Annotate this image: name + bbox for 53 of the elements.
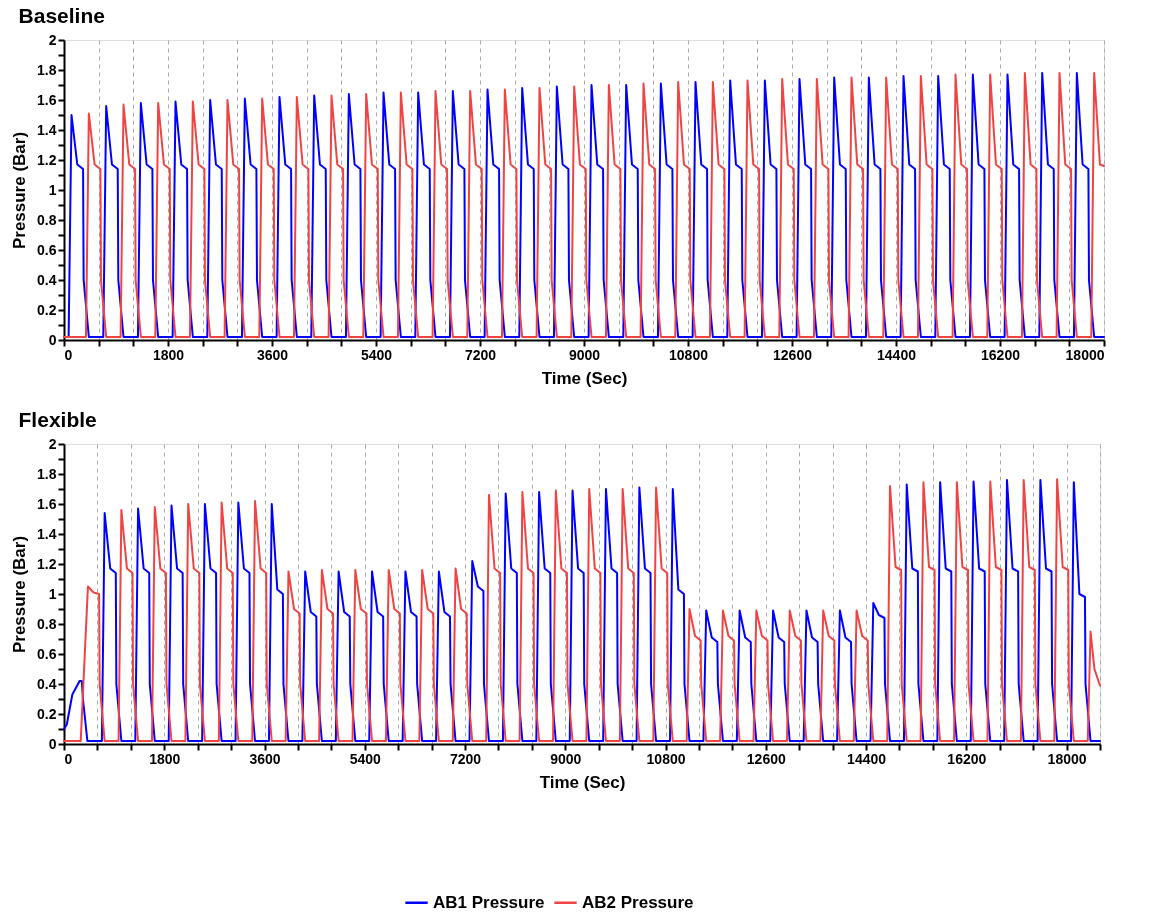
y-tick-label: 0.8 — [37, 615, 57, 632]
x-tick-label: 18000 — [1047, 750, 1087, 767]
y-tick-label: 0.4 — [37, 675, 57, 692]
x-tick-label: 9000 — [550, 750, 582, 767]
x-axis-title: Time (Sec) — [539, 772, 626, 792]
y-tick-label: 1.8 — [37, 465, 57, 482]
y-axis-title: Pressure (Bar) — [10, 131, 30, 250]
y-axis-title: Pressure (Bar) — [10, 535, 30, 654]
y-tick-label: 2 — [48, 31, 57, 48]
x-tick-label: 5400 — [360, 346, 393, 363]
x-tick-label: 3600 — [256, 346, 289, 363]
y-tick-label: 0 — [48, 331, 57, 348]
y-tick-label: 1.2 — [37, 555, 57, 572]
x-tick-label: 1800 — [149, 750, 181, 767]
x-tick-label: 16200 — [947, 750, 987, 767]
y-tick-label: 1 — [48, 181, 57, 198]
x-tick-label: 9000 — [568, 346, 601, 363]
y-tick-label: 0.4 — [37, 271, 57, 288]
legend-label: AB1 Pressure — [433, 892, 545, 912]
legend-label: AB2 Pressure — [582, 892, 694, 912]
y-tick-label: 1.4 — [37, 525, 57, 542]
y-tick-label: 0.8 — [37, 211, 57, 228]
y-tick-label: 0 — [48, 735, 57, 752]
x-tick-label: 14400 — [847, 750, 887, 767]
y-tick-label: 1.6 — [37, 91, 57, 108]
x-tick-label: 1800 — [152, 346, 185, 363]
chart-title: Flexible — [18, 408, 97, 431]
x-tick-label: 0 — [64, 346, 73, 363]
line-series — [63, 72, 1105, 338]
x-tick-label: 7200 — [449, 750, 482, 767]
chart-title: Baseline — [18, 4, 105, 27]
y-tick-label: 0.6 — [37, 645, 57, 662]
y-tick-label: 0.2 — [37, 705, 57, 722]
y-tick-label: 1 — [48, 585, 57, 602]
x-tick-label: 5400 — [349, 750, 382, 767]
y-tick-label: 0.2 — [37, 301, 57, 318]
y-tick-label: 2 — [48, 435, 57, 452]
x-tick-label: 12600 — [773, 346, 813, 363]
x-tick-label: 10800 — [646, 750, 686, 767]
x-tick-label: 3600 — [249, 750, 281, 767]
x-tick-label: 16200 — [981, 346, 1021, 363]
x-axis-title: Time (Sec) — [541, 368, 628, 388]
y-tick-label: 1.2 — [37, 151, 57, 168]
x-tick-label: 18000 — [1065, 346, 1105, 363]
x-tick-label: 7200 — [464, 346, 497, 363]
y-tick-label: 1.4 — [37, 121, 57, 138]
y-tick-label: 1.6 — [37, 495, 57, 512]
x-tick-label: 0 — [64, 750, 73, 767]
x-tick-label: 10800 — [669, 346, 709, 363]
y-tick-label: 1.8 — [37, 61, 57, 78]
x-tick-label: 12600 — [746, 750, 786, 767]
x-tick-label: 14400 — [877, 346, 917, 363]
y-tick-label: 0.6 — [37, 241, 57, 258]
